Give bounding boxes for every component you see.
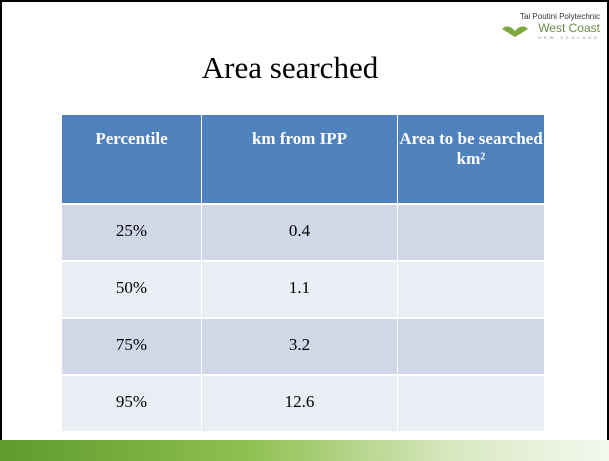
table-cell: 0.4	[202, 205, 398, 262]
table-cell	[398, 205, 545, 262]
slide-title: Area searched	[201, 50, 379, 85]
table-cell: 1.1	[202, 262, 398, 319]
table-cell: 95%	[62, 376, 202, 433]
logo-icon	[502, 26, 528, 37]
table-cell: 3.2	[202, 319, 398, 376]
table-cell	[398, 319, 545, 376]
table-row: 25% 0.4	[62, 205, 545, 262]
table-cell	[398, 262, 545, 319]
logo: Tai Poutini Polytechnic West Coast NEW Z…	[500, 12, 600, 40]
header-cell: km from IPP	[202, 115, 398, 205]
footer-bar	[0, 440, 609, 461]
table-cell: 75%	[62, 319, 202, 376]
table-cell: 25%	[62, 205, 202, 262]
header-cell: Area to be searched km²	[398, 115, 545, 205]
logo-text: NEW ZEALAND	[538, 35, 600, 40]
table-row: 75% 3.2	[62, 319, 545, 376]
table: Percentile km from IPP Area to be searched…	[62, 115, 545, 433]
logo-text: Tai Poutini Polytechnic	[519, 12, 600, 21]
slide-frame	[0, 0, 609, 442]
header-cell: Percentile	[62, 115, 202, 205]
table-row: 50% 1.1	[62, 262, 545, 319]
table-cell: 50%	[62, 262, 202, 319]
table-cell	[398, 376, 545, 433]
logo-text: West Coast	[538, 21, 600, 35]
table-row: 95% 12.6	[62, 376, 545, 433]
table-cell: 12.6	[202, 376, 398, 433]
header-row: Percentile km from IPP Area to be searched…	[62, 115, 545, 205]
